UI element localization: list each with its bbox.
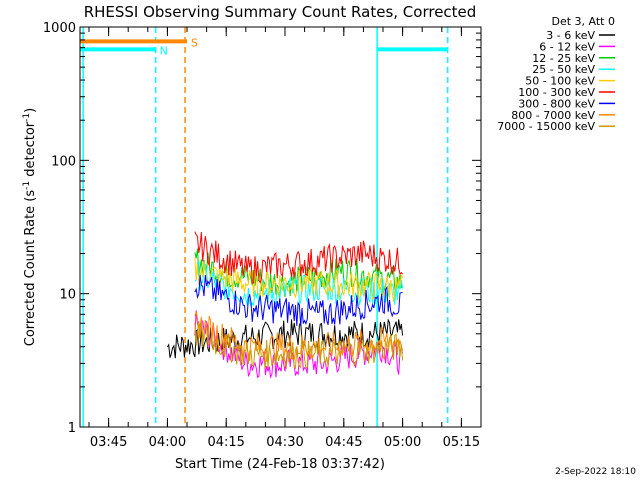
y-tick-label: 100 [51, 154, 76, 169]
y-tick-label: 1000 [43, 21, 76, 36]
y-axis-label: Corrected Count Rate (s-1 detector-1) [22, 108, 38, 346]
x-tick-label: 04:15 [207, 435, 244, 450]
legend-label: 6 - 12 keV [539, 40, 595, 53]
legend-label: 12 - 25 keV [532, 52, 595, 65]
plot-frame [79, 26, 482, 428]
legend-label: 25 - 50 keV [532, 63, 595, 76]
series-line [194, 321, 404, 370]
y-axis-label-end: ) [23, 108, 38, 113]
x-tick-label: 03:45 [90, 435, 127, 450]
y-axis-label-sup1: -1 [22, 181, 32, 190]
y-axis-label-main: Corrected Count Rate (s [23, 190, 38, 347]
legend-label: 300 - 800 keV [518, 97, 595, 110]
legend-label: 7000 - 15000 keV [497, 120, 595, 133]
legend-label: 800 - 7000 keV [511, 109, 595, 122]
x-axis-label: Start Time (24-Feb-18 03:37:42) [175, 457, 385, 472]
x-tick-label: 04:00 [149, 435, 186, 450]
legend-label: 100 - 300 keV [518, 86, 595, 99]
y-axis: 1 10 100 1000 [43, 21, 481, 436]
series-line [194, 231, 403, 284]
series-line [194, 261, 404, 308]
legend-header: Det 3, Att 0 [552, 15, 616, 28]
x-axis: 03:45 04:00 04:15 04:30 04:45 05:00 05:15 [88, 27, 482, 450]
y-tick-label: 1 [68, 421, 76, 436]
annotation-label: S [191, 36, 198, 49]
x-tick-label: 04:30 [266, 435, 303, 450]
legend-label: 50 - 100 keV [525, 75, 595, 88]
series-line [194, 257, 404, 302]
annotation-label: N [160, 44, 168, 57]
series-line [194, 275, 403, 326]
y-tick-label: 10 [59, 288, 76, 303]
x-tick-label: 05:00 [384, 435, 421, 450]
x-tick-label: 05:15 [443, 435, 480, 450]
legend-label: 3 - 6 keV [546, 29, 595, 42]
chart-title: RHESSI Observing Summary Count Rates, Co… [84, 3, 477, 21]
x-tick-label: 04:45 [325, 435, 362, 450]
y-axis-label-sup2: -1 [22, 113, 32, 122]
date-stamp: 2-Sep-2022 18:10 [555, 467, 636, 477]
plot-area: SN [80, 27, 449, 427]
y-axis-label-mid: detector [23, 121, 38, 181]
